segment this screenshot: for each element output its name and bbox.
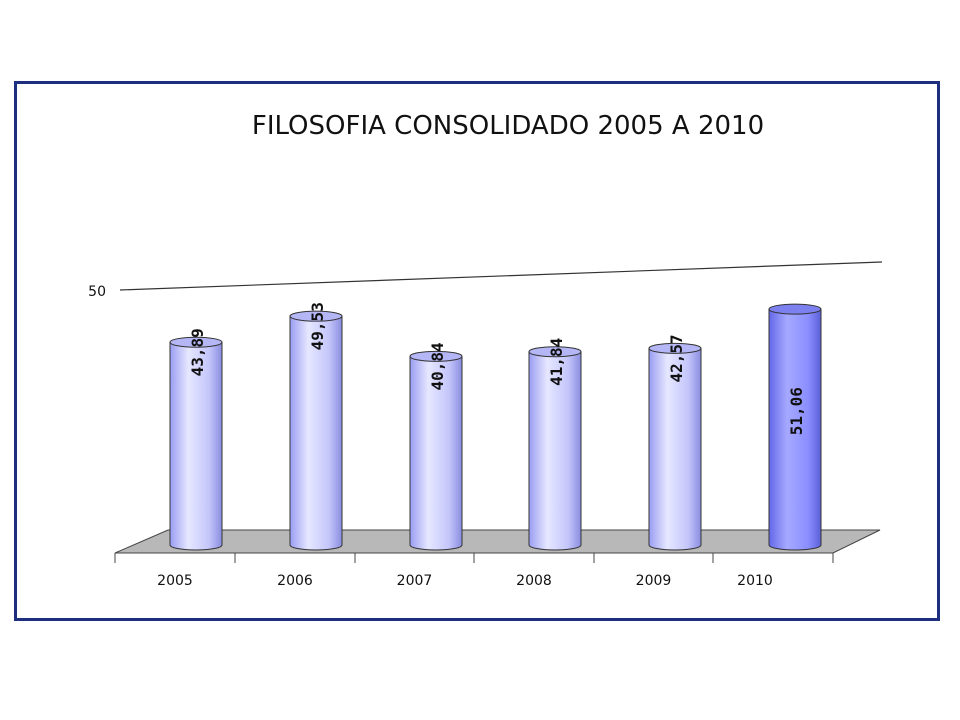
chart-title: FILOSOFIA CONSOLIDADO 2005 A 2010 — [252, 111, 764, 141]
data-labels-group: 43,89 49,53 40,84 41,84 42,57 51,06 — [188, 302, 806, 435]
data-label-2007: 40,84 — [428, 342, 447, 390]
bar-2008 — [528, 346, 582, 551]
data-label-2010: 51,06 — [787, 387, 806, 435]
data-label-2008: 41,84 — [547, 338, 566, 386]
bar-top — [169, 336, 223, 348]
x-axis: 2005 2006 2007 2008 2009 2010 — [114, 552, 834, 589]
bar-body — [169, 341, 223, 551]
bar-top — [768, 303, 822, 315]
bar-body — [528, 351, 582, 551]
bar-body — [768, 308, 822, 551]
reference-line-group: 50 — [88, 261, 883, 300]
bar-top — [648, 342, 702, 354]
bar-body — [648, 347, 702, 551]
reference-line — [119, 261, 883, 291]
bar-2005 — [169, 336, 223, 551]
bar-2007 — [409, 350, 463, 551]
x-tick-label: 2008 — [516, 573, 552, 589]
bars-group — [169, 303, 822, 551]
x-tick-label: 2005 — [157, 573, 193, 589]
bar-body — [289, 315, 343, 551]
data-label-2005: 43,89 — [188, 328, 207, 376]
bar-top — [409, 350, 463, 362]
bar-top — [528, 346, 582, 358]
bar-2006 — [289, 310, 343, 551]
data-label-2009: 42,57 — [667, 334, 686, 382]
chart-floor — [114, 529, 881, 554]
data-label-2006: 49,53 — [308, 302, 327, 350]
x-tick-label: 2006 — [277, 573, 313, 589]
x-tick-label: 2010 — [737, 573, 773, 589]
bar-top — [289, 310, 343, 322]
bar-2009 — [648, 342, 702, 551]
x-tick-label: 2007 — [397, 573, 433, 589]
bar-2010 — [768, 303, 822, 551]
x-tick-label: 2009 — [636, 573, 672, 589]
bar-body — [409, 355, 463, 551]
reference-line-label: 50 — [88, 284, 106, 300]
